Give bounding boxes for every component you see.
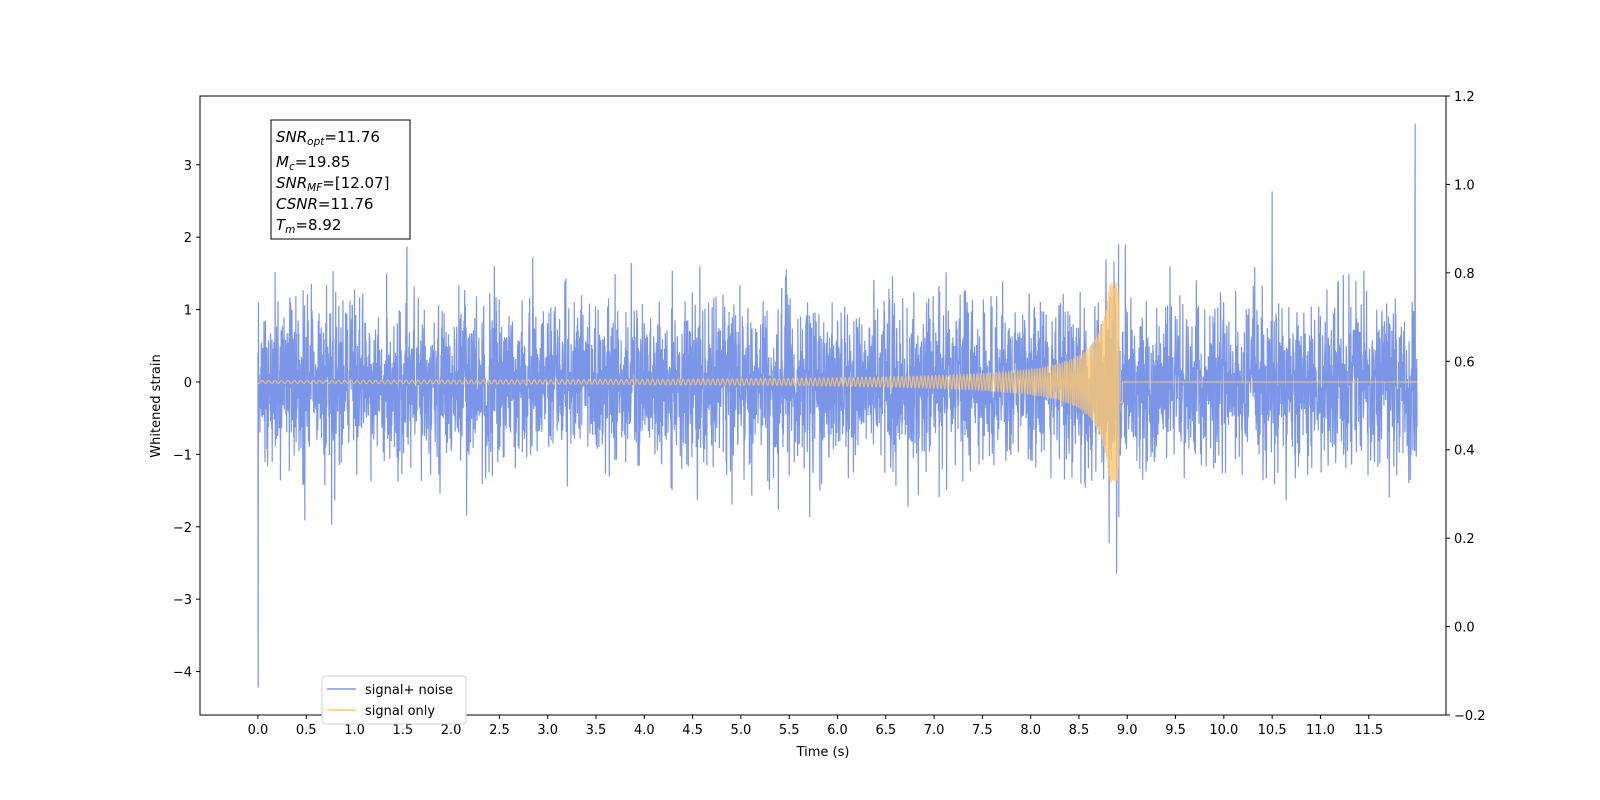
x-tick-label: 11.5 [1354, 723, 1383, 738]
legend-label-signal-plus-noise: signal+ noise [365, 683, 453, 698]
y-axis: −4 −3 −2 −1 0 1 2 3 [173, 159, 200, 681]
x-tick-label: 5.0 [731, 723, 752, 738]
info-box-frame [270, 119, 411, 240]
y2-tick-label: 1.2 [1454, 90, 1475, 105]
info-line: SNRopt=11.76 [276, 128, 380, 148]
y-tick-label: 2 [184, 231, 192, 246]
x-tick-label: 0.5 [296, 723, 317, 738]
x-tick-label: 2.0 [441, 723, 462, 738]
y2-tick-label: 0.8 [1454, 267, 1475, 282]
x-tick-label: 10.5 [1258, 723, 1287, 738]
x-tick-label: 1.0 [344, 723, 365, 738]
info-line: Mc=19.85 [276, 153, 350, 173]
x-tick-label: 6.0 [827, 723, 848, 738]
x-tick-label: 9.5 [1165, 723, 1186, 738]
y-tick-label: 1 [184, 304, 192, 319]
x-tick-label: 10.0 [1209, 723, 1238, 738]
plot-area [257, 123, 1418, 688]
y2-tick-label: 0.0 [1454, 621, 1475, 636]
y2-tick-label: 1.0 [1454, 178, 1475, 193]
x-axis-label: Time (s) [796, 745, 850, 760]
x-tick-label: 0.0 [248, 723, 269, 738]
y-tick-label: −2 [173, 521, 192, 536]
x-tick-label: 2.5 [489, 723, 510, 738]
y-tick-label: −3 [173, 593, 192, 608]
x-tick-label: 8.0 [1020, 723, 1041, 738]
y-tick-label: 0 [184, 376, 192, 391]
x-tick-label: 7.5 [972, 723, 993, 738]
x-tick-label: 7.0 [924, 723, 945, 738]
axes-frame [199, 95, 1447, 716]
y2-tick-label: 0.4 [1454, 444, 1475, 459]
y-tick-label: −1 [173, 448, 192, 463]
legend-label-signal-only: signal only [365, 704, 435, 719]
y2-tick-label: 0.2 [1454, 532, 1475, 547]
legend-frame [321, 675, 467, 725]
info-line: CSNR=11.76 [276, 195, 373, 213]
series-line-signal-plus-noise [257, 123, 1418, 688]
info-line: Tm=8.92 [276, 216, 341, 236]
y-tick-label: −4 [173, 666, 192, 681]
info-box: SNRopt=11.76 Mc=19.85SNRMF=[12.07]CSNR=11… [270, 119, 411, 240]
series-line-signal-only [257, 281, 1418, 484]
x-tick-label: 4.5 [682, 723, 703, 738]
y2-tick-label: 0.6 [1454, 355, 1475, 370]
x-axis: 0.0 0.5 1.0 1.5 2.0 2.5 3.0 3.5 4.0 4.5 5.0 5.5 6.0 6… [248, 715, 1383, 738]
x-tick-label: 11.0 [1306, 723, 1335, 738]
y2-tick-label: −0.2 [1454, 709, 1486, 724]
y-axis-label: Whitened strain [149, 354, 164, 457]
x-tick-label: 8.5 [1069, 723, 1090, 738]
y-tick-label: 3 [184, 159, 192, 174]
y2-axis: −0.2 0.0 0.2 0.4 0.6 0.8 1.0 1.2 [1446, 90, 1486, 724]
info-line: SNRMF=[12.07] [276, 174, 390, 194]
x-tick-label: 3.5 [586, 723, 607, 738]
x-tick-label: 1.5 [392, 723, 413, 738]
x-tick-label: 6.5 [875, 723, 896, 738]
x-tick-label: 9.0 [1117, 723, 1138, 738]
x-tick-label: 5.5 [779, 723, 800, 738]
legend: signal+ noise signal only [321, 675, 467, 725]
x-tick-label: 4.0 [634, 723, 655, 738]
x-tick-label: 3.0 [537, 723, 558, 738]
